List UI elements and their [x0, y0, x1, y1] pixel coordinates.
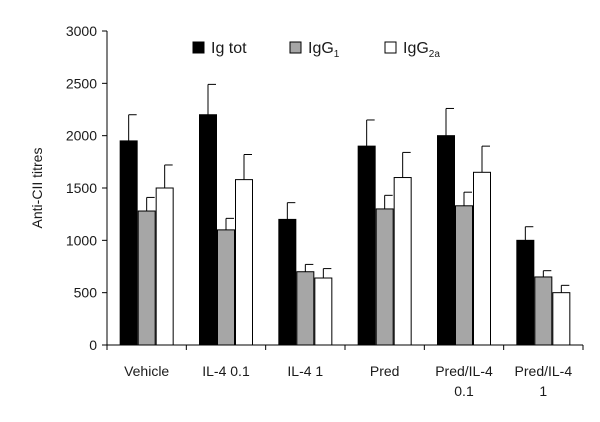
- bar-igg1-0: [137, 210, 156, 346]
- y-tick-label: 0: [89, 337, 97, 353]
- y-tick-label: 1000: [66, 232, 97, 248]
- x-category-label: 0.1: [454, 383, 474, 399]
- y-tick-label: 2000: [66, 128, 97, 144]
- x-category-label: IL-4 0.1: [202, 363, 250, 379]
- legend-label: Ig tot: [211, 40, 247, 57]
- axes: 0 500 1000 1500 2000 2500 3000 Vehicle IL-4 0.1 I…: [66, 23, 584, 399]
- y-tick-label: 1500: [66, 180, 97, 196]
- bar-igg2a-0: [155, 187, 174, 346]
- x-category-label: Pred/IL-4: [435, 363, 493, 379]
- bar-igg2a-2: [314, 277, 333, 346]
- y-tick-label: 3000: [66, 23, 97, 39]
- y-axis-title: Anti-CII titres: [29, 148, 45, 229]
- legend-label: IgG2a: [403, 40, 440, 60]
- bar-ig-tot-1: [199, 114, 217, 346]
- legend-swatch: [289, 41, 302, 54]
- x-category-label: Pred/IL-4: [515, 363, 573, 379]
- bar-ig-tot-4: [437, 135, 455, 346]
- bar-ig-tot-2: [278, 218, 297, 346]
- legend-label: IgG1: [308, 40, 340, 60]
- x-category-label: IL-4 1: [287, 363, 323, 379]
- bar-igg1-2: [296, 271, 315, 346]
- x-category-label: Vehicle: [124, 363, 169, 379]
- y-tick-label: 2500: [66, 75, 97, 91]
- legend-swatch: [384, 41, 397, 54]
- y-tick-label: 500: [74, 285, 98, 301]
- bar-ig-tot-3: [357, 145, 376, 346]
- x-category-label: 1: [539, 383, 547, 399]
- bars: [119, 83, 571, 346]
- bar-ig-tot-0: [119, 140, 138, 346]
- bar-igg1-4: [455, 205, 473, 346]
- legend: Ig tot IgG1 IgG2a: [192, 40, 440, 60]
- bar-igg2a-1: [235, 179, 253, 346]
- bar-igg2a-3: [393, 177, 412, 346]
- bar-igg2a-5: [552, 292, 571, 346]
- x-category-label: Pred: [370, 363, 400, 379]
- bar-igg1-1: [217, 229, 235, 346]
- bar-igg1-3: [375, 208, 394, 346]
- bar-igg1-5: [534, 276, 553, 346]
- legend-swatch: [192, 41, 205, 54]
- bar-igg2a-4: [473, 171, 491, 346]
- bar-ig-tot-5: [516, 239, 535, 346]
